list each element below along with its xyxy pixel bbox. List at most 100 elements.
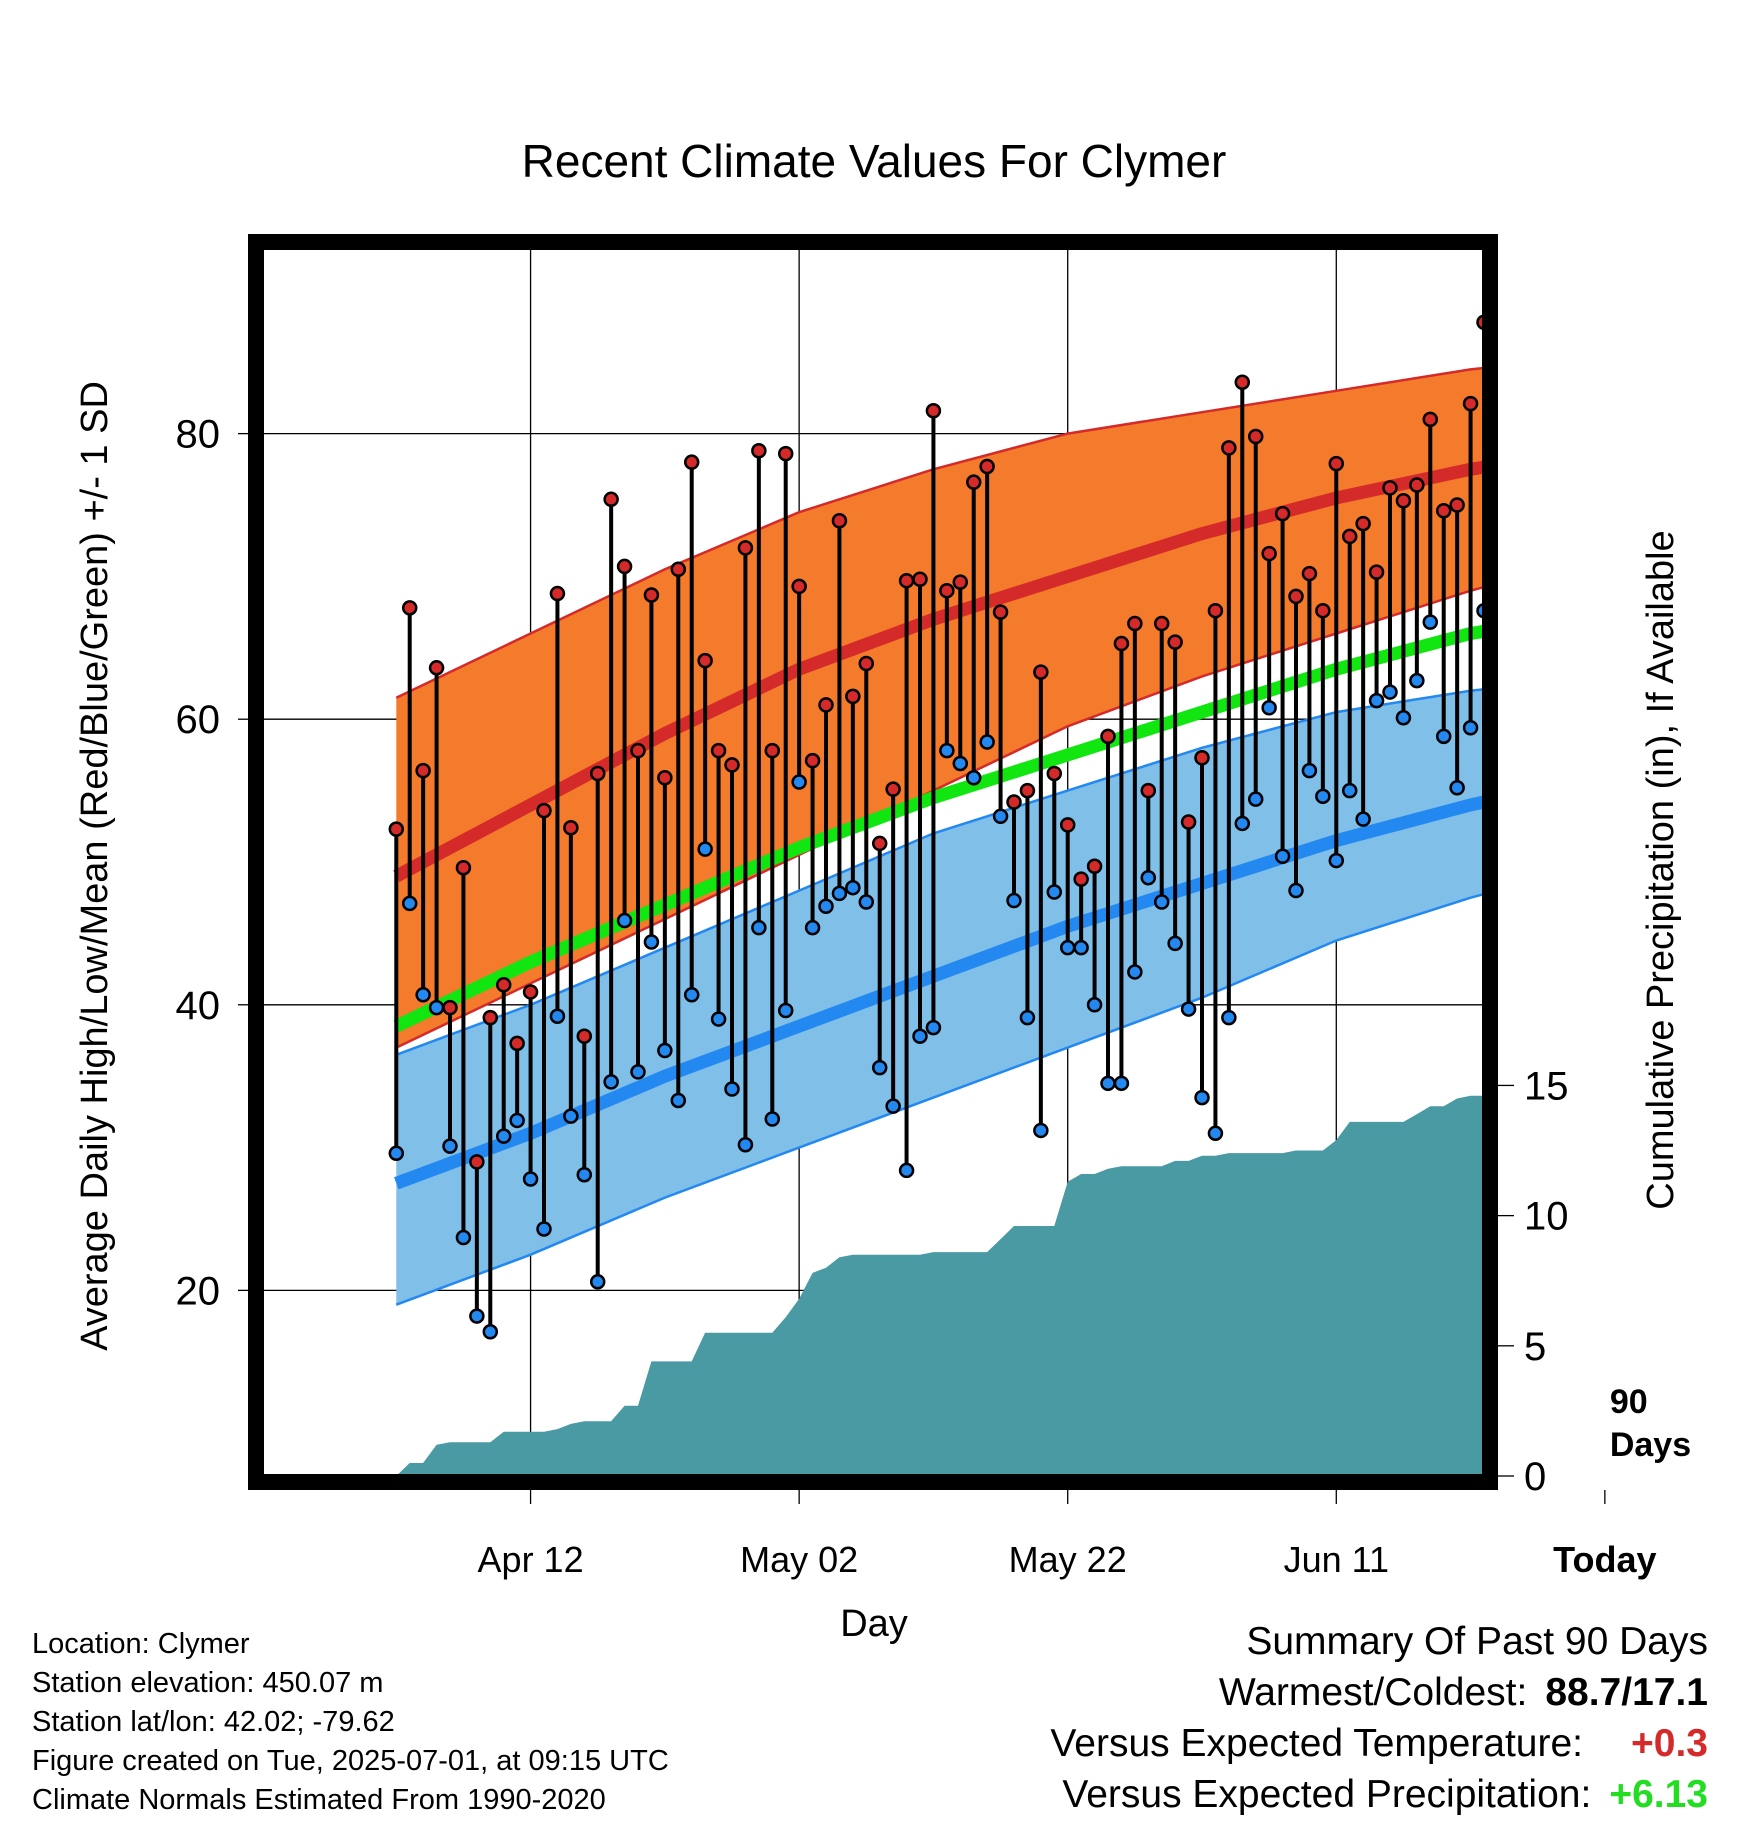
daily-high-point [455, 859, 472, 876]
daily-high-point [563, 819, 579, 836]
daily-low-point [992, 808, 1009, 825]
low-upper-line [395, 688, 1484, 1056]
daily-high-point [1127, 615, 1143, 632]
daily-low-point [818, 898, 834, 915]
daily-low-point [724, 1081, 740, 1097]
daily-high-point [1328, 455, 1345, 472]
daily-high-point [818, 697, 834, 713]
daily-high-point [1462, 395, 1479, 412]
latlon-line: Station lat/lon: 42.02; -79.62 [32, 1706, 395, 1738]
daily-low-point [979, 734, 995, 750]
plot-frame [248, 234, 1498, 1490]
daily-high-point [1086, 858, 1103, 875]
daily-low-point [1167, 935, 1183, 952]
daily-low-point [1409, 672, 1425, 689]
daily-high-point [858, 655, 875, 672]
daily-high-point [1019, 782, 1036, 799]
daily-low-point [925, 1019, 942, 1036]
daily-high-point [751, 443, 767, 459]
daily-high-point [415, 762, 431, 779]
high-sd-band [396, 367, 1484, 1048]
daily-high-point [683, 454, 700, 470]
y-axis-label: Average Daily High/Low/Mean (Red/Blue/Gr… [74, 381, 116, 1351]
daily-high-point [1315, 602, 1331, 619]
temp-label: Versus Expected Temperature: [1050, 1722, 1583, 1765]
daily-high-point [522, 984, 539, 1000]
x-tick-label: May 22 [1009, 1539, 1127, 1580]
daily-high-point [1409, 477, 1425, 493]
daily-high-point [1113, 635, 1130, 652]
daily-high-point [925, 403, 942, 419]
daily-high-point [1073, 871, 1089, 887]
daily-high-point [979, 458, 995, 475]
daily-high-point [1153, 615, 1170, 632]
daily-high-point [1382, 480, 1398, 496]
daily-low-point [1006, 892, 1022, 909]
daily-high-point [845, 688, 861, 705]
daily-high-point [1341, 528, 1358, 545]
y-tick-label: 80 [176, 413, 221, 457]
daily-high-point [589, 765, 606, 782]
daily-high-point [764, 742, 781, 759]
y2-tick-label: 0 [1524, 1455, 1546, 1499]
daily-low-point [939, 742, 955, 759]
daily-high-point [616, 558, 633, 575]
daily-low-point [388, 1145, 405, 1162]
daily-high-point [1422, 411, 1439, 428]
daily-high-point [549, 585, 566, 602]
daily-high-point [1274, 505, 1291, 522]
y-tick-label: 60 [176, 698, 221, 742]
daily-low-point [576, 1166, 593, 1183]
daily-low-point [1180, 1001, 1197, 1017]
daily-low-point [804, 919, 821, 936]
daily-high-point [1046, 765, 1063, 782]
low-lower-line [395, 892, 1484, 1306]
daily-low-point [401, 895, 418, 912]
plot-area: 90 Days 20 40 60 80 0 5 10 15 Apr 12 May 02 May 22 Ju… [176, 234, 1691, 1580]
daily-high-point [603, 491, 619, 508]
daily-high-point [509, 1035, 525, 1052]
daily-high-point [1194, 750, 1210, 766]
y2-tick-label: 5 [1524, 1325, 1546, 1369]
daily-low-point [1086, 997, 1103, 1013]
daily-low-point [1315, 788, 1331, 805]
daily-low-point [898, 1162, 915, 1179]
daily-low-point [1545, 623, 1558, 636]
daily-high-point [1100, 728, 1116, 745]
daily-high-point [1435, 502, 1452, 519]
high-lower-line [395, 585, 1484, 1049]
daily-low-point [1422, 614, 1439, 630]
daily-high-point [536, 802, 552, 819]
daily-low-point [616, 912, 633, 929]
daily-high-point [1518, 366, 1531, 379]
daily-low-point [1301, 762, 1318, 779]
x-tick-label: Jun 11 [1284, 1539, 1389, 1580]
precip-label: Versus Expected Precipitation: [1062, 1773, 1592, 1816]
daily-low-point [670, 1092, 687, 1109]
elevation-line: Station elevation: 450.07 m [32, 1667, 384, 1699]
today-label-days: Days [1610, 1426, 1691, 1464]
daily-low-point [1033, 1122, 1049, 1139]
daily-high-point [965, 474, 982, 490]
daily-high-point [1585, 441, 1598, 454]
daily-low-point [965, 770, 982, 786]
daily-low-point [912, 1028, 928, 1044]
daily-low-point [522, 1171, 539, 1187]
precip-area [396, 1095, 1484, 1476]
daily-low-point [1328, 852, 1345, 869]
daily-high-point [939, 582, 955, 599]
daily-high-point [1368, 564, 1385, 580]
daily-high-point [1395, 492, 1412, 509]
daily-low-point [710, 1011, 727, 1027]
daily-low-point [737, 1136, 754, 1153]
daily-low-point [1019, 1009, 1036, 1026]
daily-high-point [576, 1028, 593, 1044]
daily-low-point [1368, 692, 1385, 709]
daily-low-point [495, 1128, 512, 1144]
daily-high-point [1261, 545, 1277, 562]
daily-low-point [589, 1274, 606, 1290]
daily-high-point [791, 578, 807, 595]
daily-high-point [898, 572, 915, 589]
y2-tick-label: 10 [1524, 1195, 1569, 1239]
